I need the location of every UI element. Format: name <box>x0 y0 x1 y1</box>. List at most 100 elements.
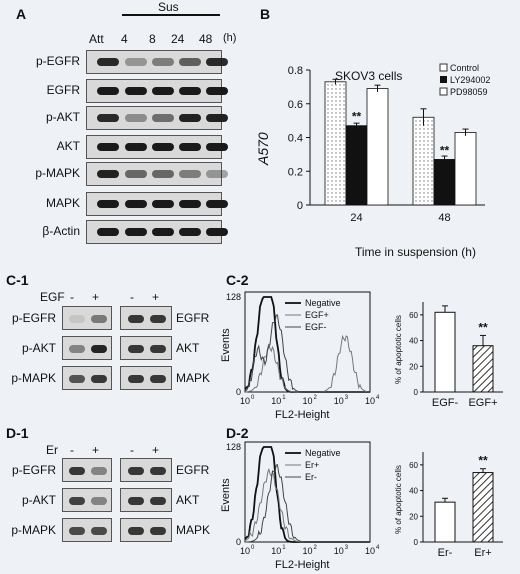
blot-band <box>152 87 174 95</box>
c1-minus-left: - <box>70 290 74 304</box>
y-tick-label: 0.2 <box>288 166 303 178</box>
blot-band <box>179 228 201 236</box>
blot-strip <box>86 162 228 186</box>
apoptosis-bar <box>472 345 494 393</box>
blot-band <box>150 467 166 475</box>
blot-band <box>206 58 228 66</box>
panel-b-letter: B <box>260 6 271 22</box>
x-tick-exponent: 1 <box>282 395 286 401</box>
blot-band <box>125 58 147 66</box>
blot-band <box>206 87 228 95</box>
blot-band <box>179 200 201 208</box>
c1-treatment-label: EGF <box>40 290 65 304</box>
blot-band <box>91 345 107 353</box>
blot-row-label: β-Actin <box>42 224 80 238</box>
blot-strip <box>120 458 172 482</box>
y-tick-label: 20 <box>409 362 418 371</box>
x-tick-exponent: 1 <box>282 545 286 551</box>
blot-band <box>152 200 174 208</box>
blot-band <box>91 375 107 383</box>
blot-band <box>125 228 147 236</box>
blot-band <box>69 345 85 353</box>
panel-c2-letter: C-2 <box>226 272 249 288</box>
legend-label: Negative <box>305 448 341 458</box>
y-tick-label: 60 <box>409 311 418 320</box>
significance-mark: ** <box>352 110 362 124</box>
x-category-label: EGF+ <box>468 397 497 409</box>
viability-bar-chart: 0 0.2 0.4 0.6 0.8 ** 24 ** 48 SKOV3 cells Contro… <box>255 63 490 259</box>
d1-minus-left: - <box>70 443 74 457</box>
x-category-label: 24 <box>350 212 362 224</box>
significance-mark: ** <box>478 454 488 468</box>
x-tick-label: 10 <box>334 396 344 406</box>
y-tick-label: 20 <box>409 512 418 521</box>
blot-row-label: p-MAPK <box>35 166 80 180</box>
apoptosis-bar <box>434 501 456 543</box>
y-tick-label: 0.6 <box>288 99 303 111</box>
apoptosis-bar <box>472 472 494 543</box>
x-category-label: Er+ <box>474 547 491 559</box>
c1-plus-left: + <box>92 290 100 304</box>
time-48: 48 <box>199 32 213 46</box>
blot-strip <box>86 106 228 130</box>
blot-strip <box>120 336 172 360</box>
y-axis-label: % of apoptotic cells <box>394 315 403 384</box>
blot-band <box>97 200 119 208</box>
y-axis-label: A570 <box>255 132 271 166</box>
blot-band <box>206 170 228 178</box>
blot-band <box>69 315 85 323</box>
blot-band <box>150 497 166 505</box>
blot-row-label: MAPK <box>176 523 211 537</box>
x-tick-exponent: 0 <box>251 545 255 551</box>
x-tick-label: 10 <box>365 546 375 556</box>
blot-band <box>152 228 174 236</box>
blot-strip <box>62 366 112 390</box>
significance-mark: ** <box>440 143 450 157</box>
blot-band <box>152 143 174 151</box>
bar-control-48 <box>412 116 435 206</box>
blot-row-label: p-EGFR <box>11 311 56 325</box>
blot-strip <box>62 488 112 512</box>
x-axis-label: FL2-Height <box>275 559 329 571</box>
blot-band <box>97 114 119 122</box>
blot-band <box>97 228 119 236</box>
x-axis-label: Time in suspension (h) <box>355 245 476 259</box>
blot-band <box>150 315 166 323</box>
d1-plus-left: + <box>92 443 100 457</box>
y-axis-label: Events <box>220 478 232 512</box>
legend-label: EGF+ <box>305 310 329 320</box>
blot-strip <box>86 135 228 159</box>
x-tick-exponent: 4 <box>376 395 380 401</box>
panel-c1-letter: C-1 <box>6 272 29 288</box>
x-tick-label: 10 <box>271 396 281 406</box>
blot-band <box>128 315 144 323</box>
blot-strip <box>62 336 112 360</box>
blot-strip <box>62 458 112 482</box>
d1-minus-right: - <box>130 443 134 457</box>
y-tick-label: 40 <box>409 337 418 346</box>
panel-a-letter: A <box>16 6 27 22</box>
x-tick-exponent: 4 <box>376 545 380 551</box>
blot-band <box>128 527 144 535</box>
histogram-curve <box>244 464 370 543</box>
blot-strip <box>120 366 172 390</box>
blot-row-label: p-AKT <box>21 493 56 507</box>
legend-label: Er- <box>305 472 317 482</box>
blot-band <box>150 345 166 353</box>
sus-bracket <box>122 14 220 16</box>
blot-band <box>91 315 107 323</box>
x-tick-exponent: 3 <box>345 395 349 401</box>
blot-band <box>179 170 201 178</box>
legend-swatch-ly <box>440 76 447 83</box>
blot-row-label: MAPK <box>176 371 211 385</box>
histogram-curve <box>244 334 371 393</box>
x-tick-label: 10 <box>240 546 250 556</box>
blot-strip <box>86 50 228 74</box>
x-tick-label: 10 <box>365 396 375 406</box>
blot-row-label: MAPK <box>45 196 80 210</box>
blot-band <box>179 114 201 122</box>
y-tick-label: 0 <box>297 200 303 212</box>
x-tick-exponent: 2 <box>314 395 318 401</box>
